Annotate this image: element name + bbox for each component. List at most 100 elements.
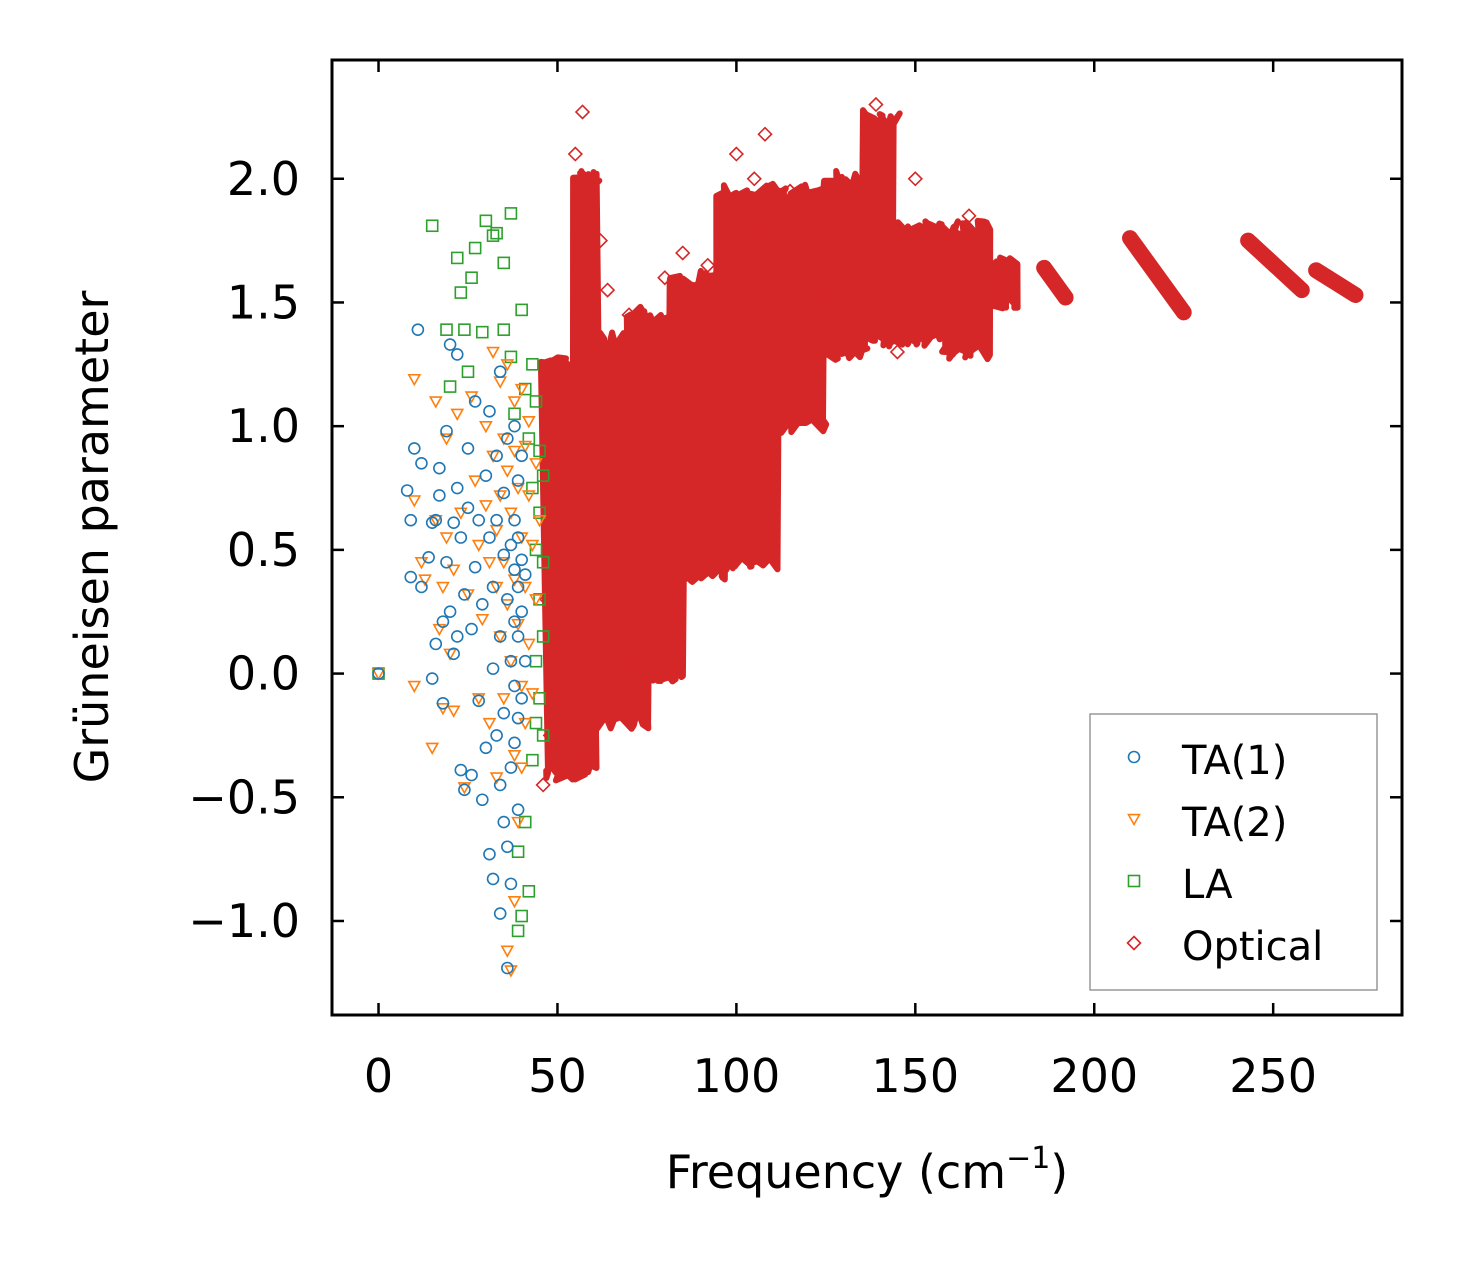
data-point [486,229,500,242]
data-point [471,539,486,553]
data-point [508,513,521,527]
data-point [508,736,521,750]
data-point [535,777,551,793]
optical-dense-cluster [938,217,994,363]
data-point [433,461,446,475]
data-point [521,416,536,429]
data-point [471,693,486,706]
data-point [496,693,511,706]
data-point [515,449,528,463]
data-point [440,424,453,438]
data-point [483,531,496,544]
data-point [507,396,522,409]
data-point [501,432,514,445]
data-point [943,282,959,298]
data-point [507,750,522,763]
data-point [372,667,385,680]
x-axis-label: Frequency (cm−1) [666,1141,1069,1199]
data-point [518,581,533,595]
legend-marker-optical [1126,935,1142,951]
data-point [407,373,422,387]
data-point [479,500,493,513]
data-point [746,171,762,187]
data-point [511,531,525,544]
data-point [500,359,515,372]
data-point [511,630,525,643]
data-point [407,680,422,694]
data-point [436,615,450,628]
data-point [518,717,533,731]
data-point [529,716,543,730]
data-point [408,442,421,455]
data-point [511,711,525,725]
data-point [468,475,483,488]
data-point [621,307,637,323]
data-point [515,692,528,705]
data-point [447,516,460,529]
data-point [501,961,514,975]
data-point [501,840,514,854]
y-tick-label: 0.5 [227,523,300,577]
data-point [536,469,550,482]
data-point [521,638,536,652]
data-point [532,514,547,528]
data-point [443,338,457,351]
data-point [476,598,489,611]
data-point [450,408,465,421]
data-point [436,696,450,710]
data-point [529,458,543,471]
data-point [522,432,536,445]
data-point [447,647,460,661]
optical-band [1036,259,1074,306]
data-point [404,513,418,527]
data-point [764,344,780,360]
data-point [479,420,493,434]
data-point [507,895,522,909]
data-point [433,489,446,502]
optical-dense-cluster [820,168,871,363]
data-point [585,710,601,726]
data-point [986,270,1002,286]
data-point [529,594,543,607]
data-point [603,695,619,711]
data-point [450,481,464,495]
data-point [539,591,555,607]
data-point [490,513,503,527]
data-point [490,226,503,240]
data-point [522,884,536,898]
data-point [450,630,464,643]
data-point [500,945,515,958]
data-point [443,605,457,619]
data-point [700,257,716,273]
data-point [400,484,414,497]
optical-band [1122,230,1192,321]
legend-entry-ta2: TA(2) [1127,800,1287,846]
axis-ticks: 0 50 100 150 200 250 −1.0 −0.5 0.0 0.5 1.0 1.5 2.0 [188,60,1402,1103]
y-tick-label: 2.0 [227,152,300,206]
data-point [497,486,511,500]
x-axis-label-text: Frequency (cm [666,1145,1006,1199]
data-point [415,456,428,470]
y-axis-label: Grüneisen parameter [65,290,119,783]
data-point [504,350,518,364]
data-point [511,618,525,632]
legend-marker-ta2 [1127,813,1141,827]
data-point [549,369,566,385]
data-point [465,768,478,782]
data-point [443,380,457,393]
data-point [556,690,573,706]
data-point [439,532,454,545]
data-point [461,365,475,379]
data-point [508,615,521,628]
data-point [504,761,518,774]
legend-label-ta1: TA(1) [1181,738,1287,784]
x-tick-label: 100 [692,1049,780,1103]
x-tick-label: 200 [1050,1049,1138,1103]
data-point [476,325,489,339]
data-point [533,593,546,606]
data-point [685,455,702,471]
data-point [483,847,496,861]
legend-marker-symbol [1127,874,1141,888]
data-point [536,630,550,643]
